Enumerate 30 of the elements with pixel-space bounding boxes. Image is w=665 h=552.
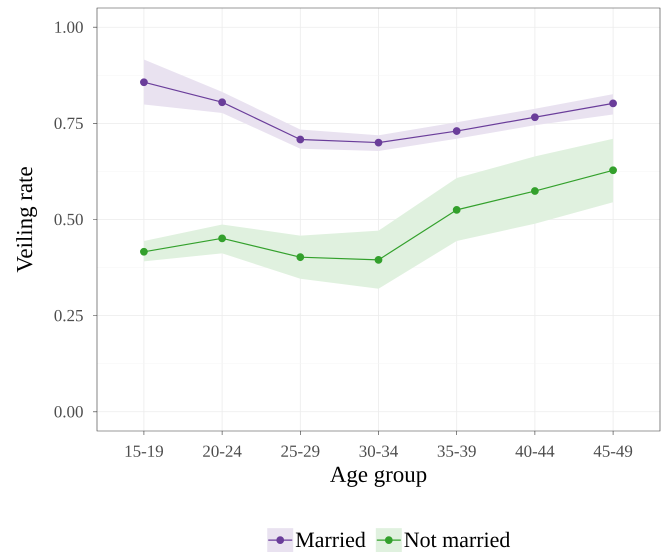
y-tick-label: 1.00: [55, 21, 83, 33]
point: [374, 256, 382, 264]
y-tick-label: 0.50: [54, 214, 83, 226]
y-tick-label: 0.00: [54, 406, 83, 418]
point: [609, 166, 617, 174]
x-tick-label: 15-19: [126, 446, 163, 457]
point: [609, 99, 617, 108]
y-tick-label: 0.75: [54, 118, 83, 130]
x-tick-label: 30-34: [360, 446, 398, 457]
legend-label: Married: [296, 532, 366, 548]
y-axis-title: Veiling rate: [16, 167, 38, 272]
point: [452, 127, 461, 135]
point: [218, 234, 226, 242]
point: [140, 248, 148, 256]
point: [531, 187, 539, 195]
point: [140, 78, 148, 86]
x-tick-label: 35-39: [438, 446, 476, 457]
legend-label: Not married: [404, 532, 510, 548]
x-tick-label: 25-29: [281, 446, 320, 457]
point: [374, 138, 382, 146]
x-tick-label: 40-44: [515, 446, 554, 457]
point: [452, 206, 461, 214]
x-tick-label: 20-24: [203, 446, 242, 457]
y-tick-label: 0.25: [54, 310, 83, 322]
point: [296, 136, 304, 144]
x-tick-label: 45-49: [594, 446, 632, 457]
x-axis-title: Age group: [330, 466, 426, 487]
point: [218, 98, 226, 106]
point: [296, 253, 304, 262]
point: [531, 113, 539, 122]
